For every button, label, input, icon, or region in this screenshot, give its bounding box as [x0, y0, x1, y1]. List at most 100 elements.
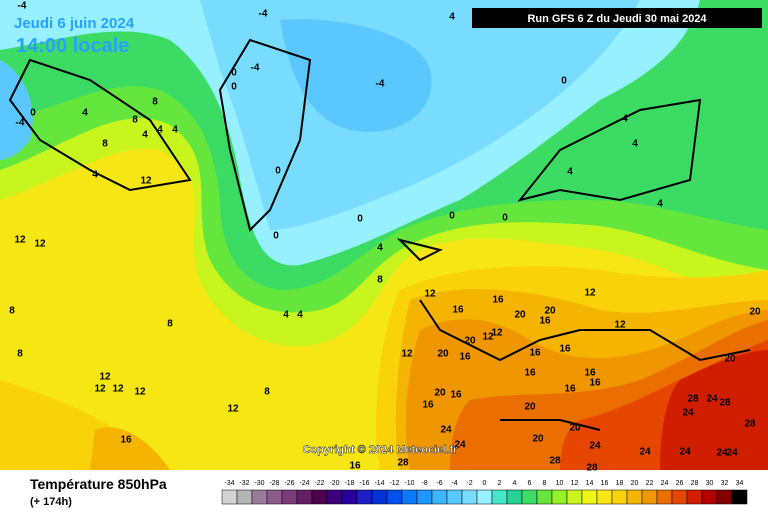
forecast-time: 14:00 locale: [16, 35, 129, 57]
isotherm-label: 24: [726, 448, 738, 459]
scale-tick-label: -2: [466, 480, 472, 487]
map-background: [0, 0, 768, 470]
scale-tick-label: -12: [389, 480, 399, 487]
scale-tick-label: -32: [239, 480, 249, 487]
isotherm-label: 20: [749, 307, 761, 318]
scale-swatch: [566, 489, 583, 505]
scale-swatch: [551, 489, 568, 505]
footer-subtitle: (+ 174h): [30, 496, 72, 508]
isotherm-label: 24: [454, 440, 466, 451]
scale-swatch: [536, 489, 553, 505]
copyright: Copyright © 2024 Meteociel.fr: [303, 444, 459, 456]
isotherm-label: 16: [349, 461, 361, 472]
scale-tick-label: -22: [314, 480, 324, 487]
scale-swatch: [671, 489, 688, 505]
scale-tick-label: -24: [299, 480, 309, 487]
isotherm-label: 4: [657, 199, 663, 210]
isotherm-label: 12: [227, 404, 239, 415]
isotherm-label: 24: [679, 447, 691, 458]
isotherm-label: 20: [524, 402, 536, 413]
run-info: Run GFS 6 Z du Jeudi 30 mai 2024: [527, 13, 707, 25]
isotherm-label: 24: [706, 394, 718, 405]
scale-swatch: [326, 489, 343, 505]
isotherm-label: 16: [524, 368, 536, 379]
isotherm-label: 20: [532, 434, 544, 445]
isotherm-label: 28: [586, 463, 598, 474]
scale-swatch: [446, 489, 463, 505]
isotherm-label: 0: [231, 82, 237, 93]
isotherm-label: 4: [142, 130, 148, 141]
isotherm-label: 28: [744, 419, 756, 430]
scale-tick-label: -26: [284, 480, 294, 487]
isotherm-label: -4: [18, 1, 27, 12]
scale-swatch: [311, 489, 328, 505]
isotherm-label: 20: [437, 349, 449, 360]
isotherm-label: -4: [16, 118, 25, 129]
isotherm-label: 24: [682, 408, 694, 419]
scale-swatch: [386, 489, 403, 505]
isotherm-label: 4: [82, 108, 88, 119]
isotherm-label: 12: [584, 288, 596, 299]
scale-swatch: [341, 489, 358, 505]
isotherm-label: 8: [102, 139, 108, 150]
scale-tick-label: -14: [374, 480, 384, 487]
scale-tick-label: 12: [571, 480, 579, 487]
scale-swatch: [686, 489, 703, 505]
isotherm-label: 28: [719, 398, 731, 409]
isotherm-label: 4: [632, 139, 638, 150]
isotherm-label: 4: [449, 12, 455, 23]
isotherm-label: 4: [297, 310, 303, 321]
isotherm-label: 16: [450, 390, 462, 401]
scale-tick-label: -4: [451, 480, 457, 487]
scale-swatch: [626, 489, 643, 505]
isotherm-label: 24: [589, 441, 601, 452]
isotherm-label: 8: [264, 387, 270, 398]
forecast-date: Jeudi 6 juin 2024: [14, 15, 135, 32]
isotherm-label: 16: [559, 344, 571, 355]
isotherm-label: 12: [614, 320, 626, 331]
isotherm-label: 12: [491, 328, 503, 339]
isotherm-label: 20: [544, 306, 556, 317]
isotherm-label: 8: [17, 349, 23, 360]
scale-tick-label: 4: [513, 480, 517, 487]
isotherm-label: -4: [376, 79, 385, 90]
color-scale: -34 -32 -30 -28 -26 -24 -22 -20 -18 -16 -14 -12 -10-…: [221, 480, 748, 505]
isotherm-label: 28: [549, 456, 561, 467]
isotherm-label: -4: [251, 63, 260, 74]
isotherm-label: 0: [502, 213, 508, 224]
isotherm-label: 4: [567, 167, 573, 178]
isotherm-label: 16: [120, 435, 132, 446]
scale-tick-label: 14: [586, 480, 594, 487]
scale-swatch: [401, 489, 418, 505]
scale-swatch: [266, 489, 283, 505]
isotherm-label: 20: [514, 310, 526, 321]
scale-swatch: [596, 489, 613, 505]
isotherm-label: 0: [275, 166, 281, 177]
isotherm-label: 16: [452, 305, 464, 316]
isotherm-label: 16: [529, 348, 541, 359]
scale-tick-label: 6: [528, 480, 532, 487]
isotherm-label: 24: [716, 448, 728, 459]
scale-tick-label: 32: [721, 480, 729, 487]
scale-swatch: [656, 489, 673, 505]
isotherm-label: 16: [422, 400, 434, 411]
isotherm-label: 12: [401, 349, 413, 360]
isotherm-label: 28: [687, 394, 699, 405]
isotherm-label: 4: [92, 170, 98, 181]
scale-swatch: [251, 489, 268, 505]
isotherm-label: 12: [482, 332, 494, 343]
scale-tick-label: -20: [329, 480, 339, 487]
isotherm-label: 24: [639, 447, 651, 458]
isotherm-label: -4: [259, 9, 268, 20]
scale-swatch: [476, 489, 493, 505]
scale-swatch: [296, 489, 313, 505]
scale-tick-label: 28: [691, 480, 699, 487]
scale-swatch: [521, 489, 538, 505]
scale-tick-label: 20: [631, 480, 639, 487]
scale-swatch: [641, 489, 658, 505]
scale-tick-label: -30: [254, 480, 264, 487]
isotherm-label: 12: [14, 235, 26, 246]
scale-swatch: [431, 489, 448, 505]
isotherm-label: 0: [273, 231, 279, 242]
scale-tick-label: 16: [601, 480, 609, 487]
